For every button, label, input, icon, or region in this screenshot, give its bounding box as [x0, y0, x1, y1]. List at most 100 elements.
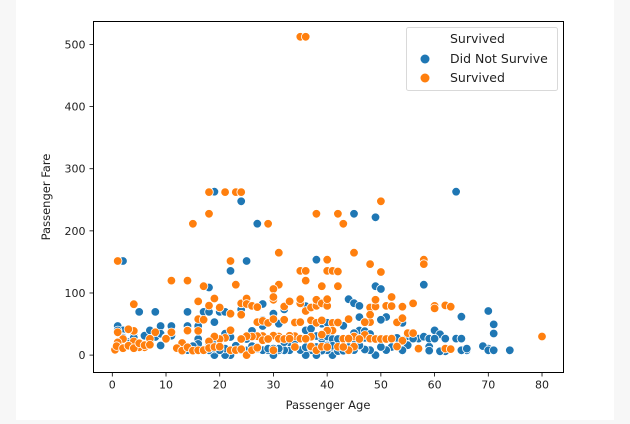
point-did-not-survive	[489, 319, 499, 330]
plot-frame	[93, 21, 564, 373]
point-survived	[268, 284, 279, 294]
point-survived	[220, 187, 230, 197]
point-survived	[301, 266, 311, 276]
point-survived	[161, 334, 171, 344]
point-survived	[123, 324, 134, 335]
point-survived	[166, 275, 177, 286]
x-tick-label: 70	[481, 379, 495, 392]
legend: Survived Did Not Survive Survived	[406, 27, 558, 91]
point-did-not-survive	[349, 209, 359, 219]
point-survived	[188, 219, 198, 229]
point-survived	[166, 327, 177, 338]
point-survived	[236, 334, 246, 344]
point-survived	[370, 295, 381, 305]
point-survived	[204, 300, 214, 311]
point-survived	[295, 317, 306, 327]
point-survived	[290, 342, 300, 352]
point-survived	[112, 327, 123, 338]
point-survived	[333, 266, 343, 277]
point-survived	[333, 317, 343, 328]
x-tick-label: 10	[159, 379, 173, 392]
y-tick-label: 300	[65, 163, 86, 176]
legend-title: Survived	[450, 31, 505, 46]
point-did-not-survive	[462, 343, 472, 354]
legend-box	[406, 27, 558, 91]
point-survived	[225, 256, 236, 266]
point-survived	[429, 303, 440, 314]
x-axis-label: Passenger Age	[286, 398, 371, 412]
point-survived	[225, 325, 236, 336]
point-survived	[252, 343, 262, 353]
point-survived	[386, 292, 397, 302]
point-did-not-survive	[483, 306, 494, 316]
point-survived	[150, 327, 161, 338]
point-survived	[145, 340, 155, 350]
point-survived	[376, 267, 386, 277]
point-did-not-survive	[489, 345, 499, 356]
point-did-not-survive	[209, 317, 220, 327]
point-survived	[338, 219, 349, 229]
point-survived	[311, 209, 322, 219]
point-survived	[301, 275, 311, 286]
point-did-not-survive	[182, 307, 193, 317]
y-tick-label: 0	[79, 349, 86, 362]
point-did-not-survive	[225, 266, 236, 276]
point-did-not-survive	[376, 315, 386, 325]
point-survived	[392, 341, 402, 352]
point-survived	[343, 314, 354, 324]
point-survived	[408, 298, 418, 309]
y-axis-label: Passenger Fare	[39, 154, 53, 241]
x-tick-label: 20	[213, 379, 227, 392]
legend-marker-did-not-survive	[420, 54, 430, 64]
point-survived	[284, 296, 295, 307]
point-did-not-survive	[241, 256, 252, 266]
point-did-not-survive	[370, 212, 381, 223]
point-survived	[274, 247, 284, 258]
legend-marker-survived	[420, 73, 430, 83]
y-tick-label: 500	[65, 38, 86, 51]
point-survived	[365, 310, 375, 320]
point-did-not-survive	[456, 312, 467, 322]
point-survived	[322, 294, 332, 304]
point-did-not-survive	[252, 218, 262, 229]
point-survived	[317, 281, 327, 291]
point-survived	[446, 302, 456, 312]
x-axis: 0 10 20 30 40 50 60 70 80	[109, 372, 549, 392]
point-survived	[397, 336, 408, 346]
point-survived	[413, 343, 424, 354]
point-did-not-survive	[451, 186, 461, 197]
point-survived	[295, 294, 306, 304]
point-survived	[349, 247, 359, 258]
point-survived	[129, 299, 139, 309]
point-survived	[397, 313, 408, 323]
point-survived	[182, 325, 193, 336]
point-survived	[214, 302, 225, 313]
point-survived	[112, 256, 123, 266]
point-survived	[322, 255, 332, 265]
point-did-not-survive	[376, 342, 386, 352]
y-tick-label: 400	[65, 101, 86, 114]
point-did-not-survive	[150, 307, 161, 317]
point-did-not-survive	[489, 328, 499, 339]
point-survived	[236, 187, 246, 197]
point-did-not-survive	[505, 345, 515, 356]
point-survived	[408, 328, 418, 338]
legend-label-did-not-survive: Did Not Survive	[450, 51, 548, 66]
x-tick-label: 80	[535, 379, 549, 392]
point-survived	[193, 326, 203, 336]
x-tick-label: 60	[428, 379, 442, 392]
point-survived	[386, 333, 397, 344]
y-tick-label: 100	[65, 287, 86, 300]
point-survived	[365, 259, 375, 269]
point-survived	[338, 342, 349, 352]
point-survived	[317, 315, 327, 326]
point-survived	[537, 331, 547, 342]
point-survived	[360, 317, 370, 327]
point-survived	[252, 302, 262, 312]
y-axis: 0 100 200 300 400 500	[65, 38, 94, 362]
point-did-not-survive	[236, 196, 246, 207]
point-survived	[322, 342, 332, 352]
x-tick-label: 30	[266, 379, 280, 392]
y-tick-label: 200	[65, 225, 86, 238]
point-survived	[209, 293, 220, 304]
